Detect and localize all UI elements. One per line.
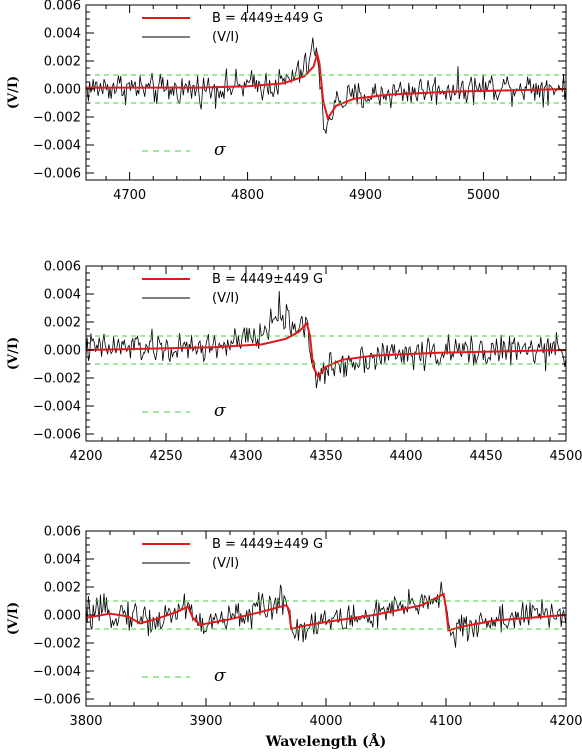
y-tick-label: 0.000 xyxy=(44,83,81,98)
y-tick-label: −0.002 xyxy=(33,372,81,387)
y-tick-label: 0.002 xyxy=(44,316,81,331)
y-tick-label: −0.004 xyxy=(33,665,81,680)
y-tick-label: 0.002 xyxy=(44,55,81,70)
legend-sigma-label: σ xyxy=(214,140,226,160)
model-curve xyxy=(86,592,566,632)
y-axis-label: (V/I) xyxy=(6,76,21,109)
y-tick-label: 0.004 xyxy=(44,553,81,568)
y-axis-label: (V/I) xyxy=(6,602,21,635)
x-tick-label: 3900 xyxy=(189,714,222,729)
x-tick-label: 4450 xyxy=(469,449,502,464)
chart-panel-3: 3800 3900 4000 4100 4200 −0.006 −0.004 −0.002 0.… xyxy=(6,525,582,751)
x-tick-label: 3800 xyxy=(69,714,102,729)
legend-observed-label: (V/I) xyxy=(212,556,239,571)
y-tick-label: −0.004 xyxy=(33,400,81,415)
y-tick-label: −0.006 xyxy=(33,428,81,443)
observed-trace xyxy=(86,290,566,389)
legend-model-label: B = 4449±449 G xyxy=(212,272,323,287)
y-tick-label: −0.002 xyxy=(33,637,81,652)
x-tick-label: 4900 xyxy=(349,188,382,203)
y-tick-label: 0.002 xyxy=(44,581,81,596)
x-tick-label: 5000 xyxy=(467,188,500,203)
legend-sigma-label: σ xyxy=(214,401,226,421)
y-tick-label: −0.006 xyxy=(33,693,81,708)
plot-frame xyxy=(85,4,567,181)
x-tick-label: 4300 xyxy=(229,449,262,464)
x-tick-label: 4200 xyxy=(549,714,582,729)
y-tick-label: 0.006 xyxy=(44,0,81,14)
model-curve xyxy=(86,50,566,121)
y-tick-label: 0.006 xyxy=(44,260,81,275)
chart-panel-2: 4200 4250 4300 4350 4400 4450 4500 −0.006 −0.004… xyxy=(6,260,582,465)
y-tick-label: −0.004 xyxy=(33,139,81,154)
legend-model-label: B = 4449±449 G xyxy=(212,537,323,552)
x-tick-label: 4400 xyxy=(389,449,422,464)
y-tick-label: −0.002 xyxy=(33,111,81,126)
x-tick-label: 4800 xyxy=(231,188,264,203)
x-tick-label: 4200 xyxy=(69,449,102,464)
y-tick-label: 0.006 xyxy=(44,525,81,540)
y-tick-label: 0.000 xyxy=(44,344,81,359)
model-curve xyxy=(86,321,566,379)
observed-trace xyxy=(86,581,566,648)
x-axis-label: Wavelength (Å) xyxy=(265,732,386,750)
legend-model-label: B = 4449±449 G xyxy=(212,11,323,26)
y-tick-label: 0.000 xyxy=(44,609,81,624)
legend-observed-label: (V/I) xyxy=(212,30,239,45)
y-tick-label: 0.004 xyxy=(44,288,81,303)
x-tick-label: 4100 xyxy=(429,714,462,729)
x-tick-label: 4350 xyxy=(309,449,342,464)
observed-trace xyxy=(86,37,566,134)
legend-observed-label: (V/I) xyxy=(212,291,239,306)
chart-panel-1: 4700 4800 4900 5000 −0.006 −0.004 −0.002 0.000 0… xyxy=(6,0,567,203)
legend-sigma-label: σ xyxy=(214,666,226,686)
y-axis-label: (V/I) xyxy=(6,337,21,370)
x-tick-label: 4700 xyxy=(113,188,146,203)
y-tick-label: −0.006 xyxy=(33,167,81,182)
x-tick-label: 4000 xyxy=(309,714,342,729)
x-tick-label: 4250 xyxy=(149,449,182,464)
y-tick-label: 0.004 xyxy=(44,27,81,42)
plot-frame xyxy=(85,265,567,442)
x-tick-label: 4500 xyxy=(549,449,582,464)
